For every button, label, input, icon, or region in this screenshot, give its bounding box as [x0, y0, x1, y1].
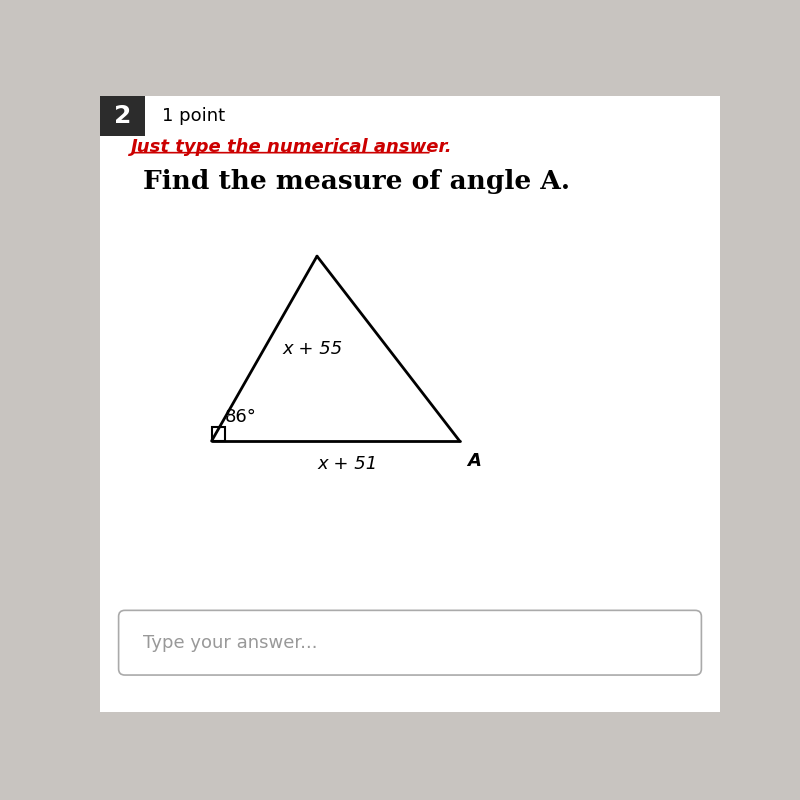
Text: 2: 2 — [114, 104, 131, 128]
Text: 86°: 86° — [226, 407, 257, 426]
Text: x + 55: x + 55 — [283, 339, 343, 358]
FancyBboxPatch shape — [118, 610, 702, 675]
Bar — [100, 96, 145, 136]
Bar — [211, 427, 226, 441]
Text: 1 point: 1 point — [162, 107, 225, 126]
Text: Find the measure of angle A.: Find the measure of angle A. — [143, 169, 570, 194]
Text: A: A — [468, 452, 482, 470]
Text: Just type the numerical answer.: Just type the numerical answer. — [131, 138, 453, 155]
Text: Type your answer...: Type your answer... — [143, 634, 318, 652]
Text: x + 51: x + 51 — [318, 455, 378, 474]
